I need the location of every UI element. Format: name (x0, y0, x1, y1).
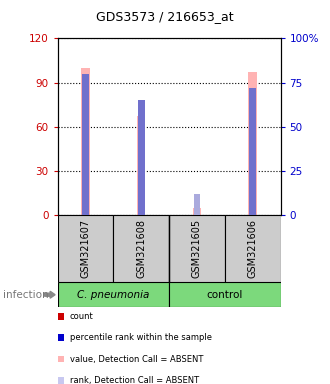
Text: count: count (70, 312, 93, 321)
Bar (225, 215, 280, 282)
Text: GDS3573 / 216653_at: GDS3573 / 216653_at (96, 10, 234, 23)
Text: GSM321605: GSM321605 (192, 219, 202, 278)
Text: C. pneumonia: C. pneumonia (77, 290, 149, 300)
Bar (114, 215, 169, 282)
Bar (58, 282, 169, 307)
Text: rank, Detection Call = ABSENT: rank, Detection Call = ABSENT (70, 376, 199, 384)
Text: GSM321606: GSM321606 (248, 219, 258, 278)
Text: value, Detection Call = ABSENT: value, Detection Call = ABSENT (70, 354, 203, 364)
Bar (193, 208, 201, 215)
Bar (58, 215, 114, 282)
Bar (82, 68, 90, 215)
Text: percentile rank within the sample: percentile rank within the sample (70, 333, 212, 343)
Bar (249, 88, 256, 215)
Bar (169, 282, 280, 307)
Text: infection: infection (3, 290, 49, 300)
Text: GSM321607: GSM321607 (81, 219, 91, 278)
Bar (194, 194, 200, 215)
Bar (137, 116, 146, 215)
Text: control: control (207, 290, 243, 300)
Bar (248, 72, 257, 215)
Bar (169, 215, 225, 282)
Bar (138, 100, 145, 215)
Text: GSM321608: GSM321608 (136, 219, 146, 278)
Bar (82, 74, 89, 215)
